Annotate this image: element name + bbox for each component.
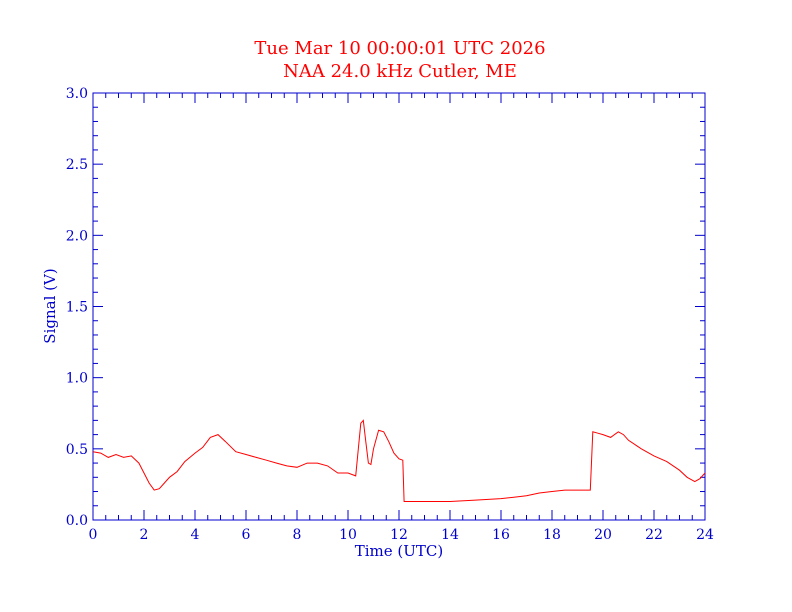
y-axis-label: Signal (V)	[41, 268, 59, 343]
x-tick-label: 8	[293, 527, 302, 543]
y-tick-label: 1.0	[66, 371, 88, 387]
x-tick-label: 22	[645, 527, 663, 543]
x-tick-label: 16	[492, 527, 510, 543]
x-tick-label: 0	[89, 527, 98, 543]
x-tick-label: 14	[441, 527, 459, 543]
x-tick-label: 4	[191, 527, 200, 543]
chart-title: Tue Mar 10 00:00:01 UTC 2026	[254, 38, 545, 59]
y-tick-label: 3.0	[66, 86, 88, 102]
y-tick-label: 2.5	[66, 157, 88, 173]
x-tick-label: 6	[242, 527, 251, 543]
plot-frame	[92, 92, 706, 521]
y-tick-label: 0.5	[66, 442, 88, 458]
x-tick-label: 20	[594, 527, 612, 543]
y-tick-label: 0.0	[66, 513, 88, 529]
y-tick-label: 1.5	[66, 300, 88, 316]
y-tick-label: 2.0	[66, 228, 88, 244]
x-tick-label: 2	[140, 527, 149, 543]
x-tick-label: 18	[543, 527, 561, 543]
x-tick-label: 12	[390, 527, 408, 543]
signal-series-line	[92, 419, 706, 502]
x-tick-label: 24	[696, 527, 714, 543]
axis-ticks	[92, 92, 706, 521]
chart-subtitle: NAA 24.0 kHz Cutler, ME	[283, 61, 517, 82]
x-tick-label: 10	[339, 527, 357, 543]
x-axis-label: Time (UTC)	[355, 542, 444, 560]
tick-labels: 0 2 4 6 8 10 12 14 16 18 20 22 240.00.51.01.52.02.53…	[66, 86, 714, 543]
